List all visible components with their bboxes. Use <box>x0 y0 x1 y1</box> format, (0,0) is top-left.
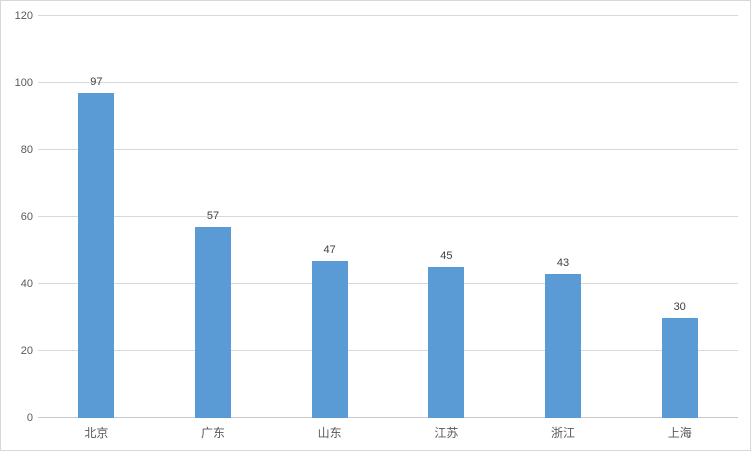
gridline <box>38 82 738 83</box>
x-tick-label: 上海 <box>667 426 692 440</box>
gridline <box>38 350 738 351</box>
bar-浙江 <box>545 273 582 418</box>
bar-slot: 43 <box>505 16 622 418</box>
bar-slot: 30 <box>621 16 738 418</box>
y-tick-label: 100 <box>14 77 33 89</box>
x-axis-line <box>38 417 738 418</box>
x-tick-label: 山东 <box>317 426 342 440</box>
value-label: 47 <box>323 243 336 256</box>
gridline <box>38 149 738 150</box>
bar-slot: 45 <box>388 16 505 418</box>
bar-山东 <box>311 260 348 418</box>
y-tick-label: 0 <box>26 412 33 424</box>
bar-slot: 57 <box>155 16 272 418</box>
gridline <box>38 216 738 217</box>
value-label: 97 <box>90 76 103 89</box>
x-axis-labels: 北京 广东 山东 江苏 浙江 上海 <box>38 424 738 441</box>
x-tick-label: 江苏 <box>434 426 459 440</box>
y-tick-label: 40 <box>20 278 33 290</box>
value-label: 43 <box>556 256 570 269</box>
y-tick-label: 60 <box>20 211 33 223</box>
bar-slot: 97 <box>38 16 155 418</box>
y-tick-label: 80 <box>20 144 33 156</box>
value-label: 30 <box>673 300 686 313</box>
bar-北京 <box>78 93 115 418</box>
bar-江苏 <box>428 267 465 418</box>
x-tick-label: 浙江 <box>551 426 576 440</box>
x-tick-label: 北京 <box>84 426 109 440</box>
gridline <box>38 283 738 284</box>
y-tick-label: 120 <box>14 10 33 22</box>
plot-area: 97 57 47 45 43 30 <box>38 15 738 418</box>
gridline <box>38 15 738 16</box>
bar-series: 97 57 47 45 43 30 <box>38 16 738 418</box>
bar-slot: 47 <box>271 16 388 418</box>
bar-广东 <box>195 227 231 418</box>
x-tick-label: 广东 <box>201 426 226 440</box>
bar-上海 <box>661 317 698 418</box>
value-label: 57 <box>206 210 220 223</box>
y-tick-label: 20 <box>20 345 33 357</box>
value-label: 45 <box>440 250 453 263</box>
